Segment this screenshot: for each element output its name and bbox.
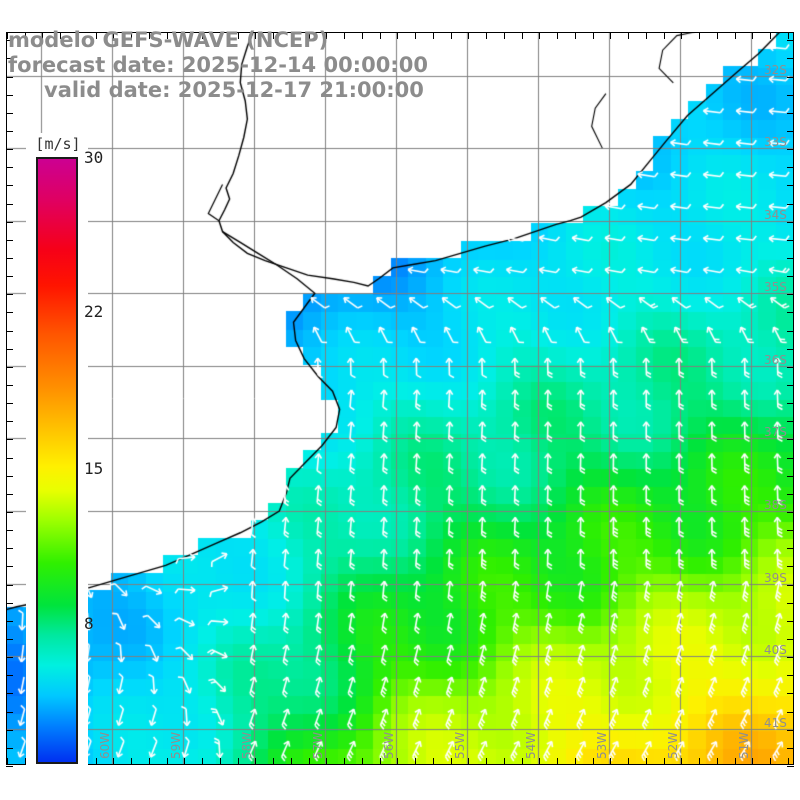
- title-model-line: modelo GEFS-WAVE (NCEP): [8, 28, 329, 52]
- lon-label-51W: 51W: [737, 731, 752, 759]
- lat-label-40S: 40S: [764, 643, 787, 658]
- colorbar-tick-15: 15: [84, 459, 104, 479]
- figure-title-block: modelo GEFS-WAVE (NCEP) forecast date: 2…: [0, 28, 520, 103]
- lat-label-41S: 41S: [764, 715, 787, 730]
- title-valid-date: valid date: 2025-12-17 21:00:00: [44, 78, 424, 102]
- lat-label-37S: 37S: [764, 425, 787, 440]
- lon-label-58W: 58W: [240, 731, 255, 759]
- lat-label-32S: 32S: [764, 62, 787, 77]
- map-plot-area: [6, 32, 794, 765]
- lat-label-38S: 38S: [764, 497, 787, 512]
- lat-label-36S: 36S: [764, 352, 787, 367]
- lon-label-52W: 52W: [666, 731, 681, 759]
- lat-label-35S: 35S: [764, 280, 787, 295]
- lon-label-54W: 54W: [524, 731, 539, 759]
- lon-label-56W: 56W: [382, 731, 397, 759]
- lon-label-59W: 59W: [169, 731, 184, 759]
- axis-tick-mark: [6, 765, 13, 767]
- colorbar-tick-30: 30: [84, 148, 104, 167]
- lat-label-33S: 33S: [764, 135, 787, 150]
- colorbar-tick-22: 22: [84, 301, 104, 321]
- lon-label-57W: 57W: [311, 731, 326, 759]
- lon-label-55W: 55W: [453, 731, 468, 759]
- colorbar-unit-label: [m/s]: [30, 133, 86, 155]
- colorbar-tick-8: 8: [84, 614, 94, 634]
- wind-speed-heatmap-canvas: [6, 32, 794, 765]
- lon-label-53W: 53W: [595, 731, 610, 759]
- lat-label-39S: 39S: [764, 570, 787, 585]
- lat-label-34S: 34S: [764, 207, 787, 222]
- lon-label-60W: 60W: [98, 731, 113, 759]
- axis-tick-mark: [787, 765, 794, 767]
- title-forecast-date: forecast date: 2025-12-14 00:00:00: [8, 53, 428, 77]
- colorbar-gradient: [36, 157, 78, 764]
